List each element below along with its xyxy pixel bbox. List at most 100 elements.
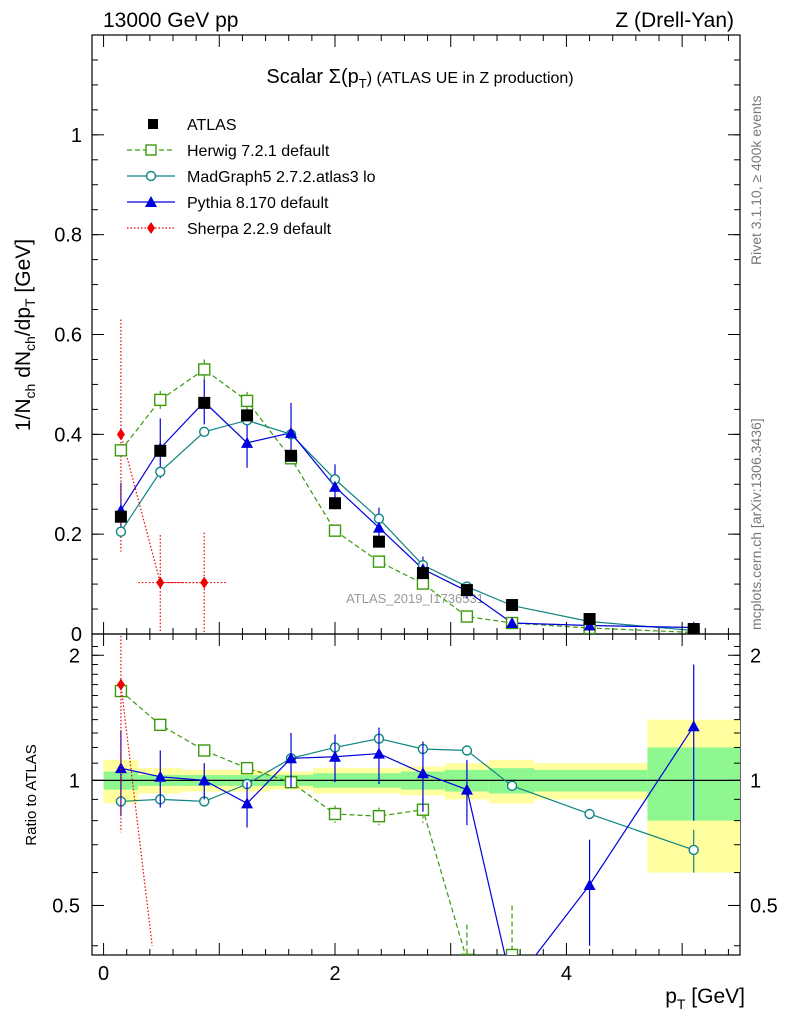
ratio-point-pythia [506,980,518,991]
main-title-suffix: ) (ATLAS UE in Z production) [367,70,574,87]
main-point-pythia [506,617,519,629]
ratio-y-tick-label: 2 [69,645,80,667]
ratio-point-herwig [460,953,474,955]
legend-label-sherpa: Sherpa 2.2.9 default [187,221,332,238]
legend-marker-atlas [148,119,158,129]
ratio-point-herwig [372,809,386,823]
ratio-point-madgraph5 [506,780,518,792]
header-left: 13000 GeV pp [103,9,238,32]
analysis-watermark: ATLAS_2019_I1736531 [346,591,484,606]
main-point-atlas [416,567,429,580]
ratio-point-pythia [285,752,298,764]
ratio-point-pythia [241,797,254,809]
main-point-pythia [285,426,298,438]
main-point-atlas [460,584,473,597]
ratio-line-sherpa [120,684,153,946]
legend-label-atlas: ATLAS [187,117,237,134]
ratio-point-madgraph5 [461,745,473,756]
main-y-axis-label: 1/Nch dNch/dpT [GeV] [12,239,38,431]
main-point-sherpa [156,576,165,589]
ratio-y-axis-label: Ratio to ATLAS [23,744,40,845]
ratio-y-tick-label-right: 2 [750,645,761,667]
mcplots-label: mcplots.cern.ch [arXiv:1306.3436] [748,418,764,630]
ratio-point-herwig [505,948,519,955]
main-point-herwig [372,555,386,568]
ratio-point-pythia [372,747,385,759]
legend-marker-pythia [145,196,157,207]
main-point-herwig [416,577,430,590]
ratio-point-pythia [329,750,341,762]
main-y-tick-label: 0 [71,624,82,646]
legend: ATLAS Herwig 7.2.1 default MadGraph5 2.7… [127,117,376,238]
legend-marker-sherpa [147,222,155,234]
ratio-point-pythia [416,767,429,779]
main-point-herwig [198,363,211,376]
main-point-atlas [583,613,596,626]
main-y-tick-label: 0.8 [54,225,82,247]
main-point-herwig [154,393,167,407]
main-y-tick-label: 0.4 [54,424,82,446]
ratio-point-pythia [154,770,167,782]
main-point-herwig [240,394,254,408]
x-tick-label: 0 [98,963,109,985]
main-point-atlas [687,623,700,634]
main-title-subscript: T [359,76,367,91]
legend-entry-atlas: ATLAS [148,117,237,134]
legend-entry-sherpa: Sherpa 2.2.9 default [127,221,332,238]
main-point-herwig [114,444,128,457]
legend-entry-madgraph: MadGraph5 2.7.2.atlas3 lo [127,169,376,186]
main-line-herwig [120,368,694,634]
main-title-prefix: Scalar Σ(p [266,66,358,88]
main-point-atlas [285,449,298,462]
main-point-madgraph5 [115,526,127,537]
main-line-madgraph5 [120,419,694,632]
legend-label-madgraph: MadGraph5 2.7.2.atlas3 lo [187,169,376,186]
ratio-point-herwig [154,718,167,732]
legend-marker-herwig [145,144,157,156]
legend-entry-pythia: Pythia 8.170 default [127,195,329,212]
ratio-point-madgraph5 [584,808,595,820]
main-point-atlas [114,510,127,523]
ratio-y-tick-label-right: 0.5 [750,895,778,917]
main-point-madgraph5 [199,426,210,438]
ratio-y-tick-label: 0.5 [52,895,80,917]
x-tick-label: 4 [561,963,572,985]
main-point-atlas [241,409,254,422]
main-title: Scalar Σ(pT) (ATLAS UE in Z production) [266,66,573,91]
legend-marker-madgraph [145,170,157,182]
main-point-herwig [328,524,342,537]
x-axis-label: pT [GeV] [665,985,745,1012]
ratio-point-herwig [328,807,342,821]
ratio-point-herwig [198,744,211,757]
ratio-point-sherpa [116,678,125,691]
main-point-atlas [329,497,341,510]
ratio-line-madgraph5 [120,738,694,851]
ratio-point-madgraph5 [688,844,699,856]
ratio-point-pythia [114,762,127,774]
legend-entry-herwig: Herwig 7.2.1 default [127,143,330,160]
main-point-pythia [329,480,341,492]
main-point-atlas [198,396,211,409]
main-point-atlas [506,599,519,612]
main-y-tick-label: 1 [71,125,82,147]
ratio-point-pythia [687,720,700,732]
main-point-pythia [372,521,385,533]
main-point-atlas [372,535,385,548]
header-right: Z (Drell-Yan) [615,9,734,32]
legend-label-pythia: Pythia 8.170 default [187,195,329,212]
main-line-pythia [120,401,694,629]
ratio-line-pythia [120,725,695,955]
main-point-pythia [241,436,254,448]
ratio-y-tick-label-right: 1 [750,770,761,792]
rivet-label: Rivet 3.1.10, ≥ 400k events [748,95,764,265]
main-point-madgraph5 [155,466,166,477]
ratio-y-tick-label: 1 [69,770,80,792]
main-point-sherpa [116,428,125,441]
ratio-line-herwig [120,690,513,955]
main-point-herwig [460,610,474,623]
main-point-sherpa [200,576,209,589]
legend-label-herwig: Herwig 7.2.1 default [187,143,330,160]
ratio-point-pythia [198,774,211,786]
ratio-point-pythia [583,879,596,891]
